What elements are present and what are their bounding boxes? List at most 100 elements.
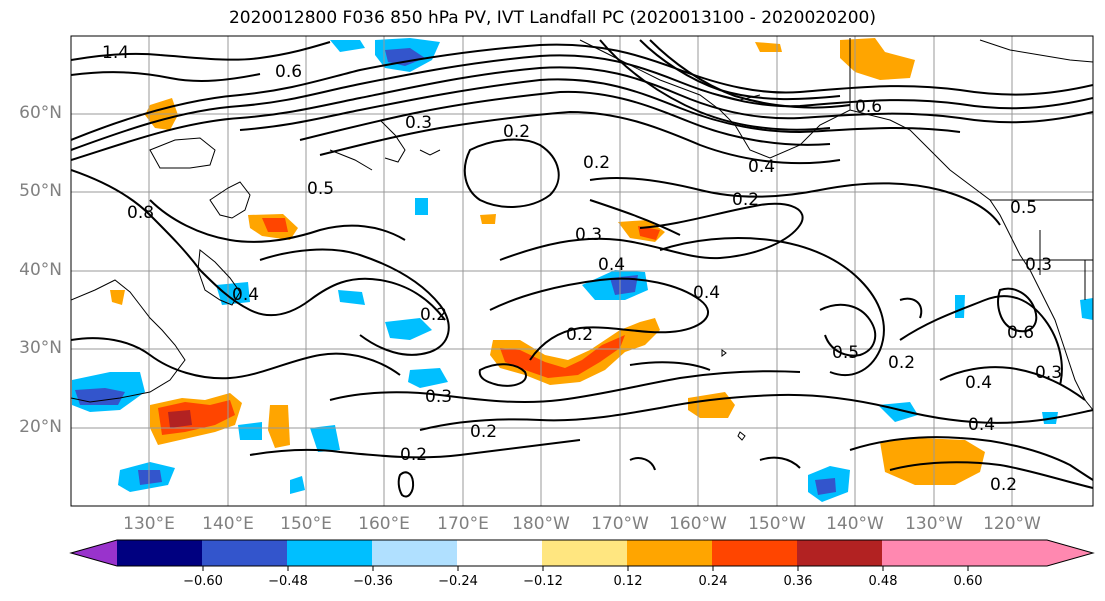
colorbar-segment	[542, 540, 628, 566]
lat-label: 40°N	[19, 260, 62, 280]
contour-label: 0.2	[470, 422, 497, 442]
negative-patch	[1080, 298, 1093, 320]
contour-label: 0.4	[598, 255, 625, 275]
lat-label: 50°N	[19, 181, 62, 201]
colorbar-segment	[202, 540, 288, 566]
contour-label: 0.6	[275, 62, 302, 82]
negative-patch	[138, 470, 162, 485]
lon-label: 130°W	[905, 514, 963, 534]
lon-label: 130°E	[123, 514, 175, 534]
colorbar-tick-label: 0.60	[953, 574, 983, 589]
negative-patch	[408, 368, 448, 388]
contour-label: 0.2	[420, 305, 447, 325]
contour-label: 0.3	[425, 387, 452, 407]
negative-patch	[610, 275, 638, 295]
contour-label: 0.2	[990, 475, 1017, 495]
contour-label: 0.3	[575, 225, 602, 245]
colorbar-tick-label: −0.36	[353, 574, 393, 589]
contour-label: 0.4	[693, 283, 720, 303]
lon-label: 150°E	[280, 514, 332, 534]
lon-label: 140°W	[826, 514, 884, 534]
negative-patch	[290, 476, 305, 494]
colorbar-segment	[797, 540, 883, 566]
pv-contours	[71, 39, 1093, 498]
contour-labels: 1.4 0.6 0.5 0.3 0.2 0.2 0.2 0.8 0.4 0.5 …	[102, 43, 1062, 495]
colorbar-segment	[712, 540, 798, 566]
contour-label: 0.5	[832, 343, 859, 363]
shading-layer	[72, 38, 1093, 502]
contour-label: 0.3	[405, 113, 432, 133]
contour-label: 0.2	[888, 353, 915, 373]
negative-patch	[385, 48, 425, 66]
colorbar	[69, 539, 1095, 571]
positive-patch	[638, 226, 660, 240]
negative-patch	[415, 198, 428, 215]
lon-label: 180°W	[512, 514, 570, 534]
contour-label: 0.2	[503, 122, 530, 142]
map-frame	[70, 35, 1094, 507]
negative-patch	[815, 478, 836, 495]
colorbar-segment	[287, 540, 373, 566]
colorbar-high-arrow	[967, 540, 1093, 566]
lon-label: 160°E	[358, 514, 410, 534]
negative-patch	[75, 388, 125, 405]
colorbar-tick-label: 0.12	[613, 574, 643, 589]
contour-label: 0.8	[127, 203, 154, 223]
contour-label: 1.4	[102, 43, 129, 63]
colorbar-low-arrow	[71, 540, 117, 566]
lon-label: 120°W	[983, 514, 1041, 534]
positive-patch	[755, 42, 782, 52]
negative-patch	[955, 295, 965, 318]
negative-patch	[238, 422, 262, 440]
colorbar-segment	[882, 540, 968, 566]
colorbar-tick-label: −0.24	[438, 574, 478, 589]
lat-label: 60°N	[19, 103, 62, 123]
contour-label: 0.4	[232, 285, 259, 305]
positive-patch	[168, 410, 192, 428]
map-title: 2020012800 F036 850 hPa PV, IVT Landfall…	[228, 8, 876, 28]
lon-label: 160°W	[669, 514, 727, 534]
colorbar-tick-label: −0.48	[268, 574, 308, 589]
positive-patch	[262, 218, 288, 232]
contour-label: 0.2	[732, 190, 759, 210]
colorbar-tick-label: −0.60	[183, 574, 223, 589]
map-area: 1.4 0.6 0.5 0.3 0.2 0.2 0.2 0.8 0.4 0.5 …	[71, 36, 1093, 506]
colorbar-segment	[372, 540, 458, 566]
colorbar-segment	[117, 540, 203, 566]
contour-label: 0.6	[1007, 323, 1034, 343]
graticule	[71, 36, 1093, 506]
contour-label: 0.6	[855, 97, 882, 117]
lat-label: 30°N	[19, 338, 62, 358]
positive-patch	[500, 335, 625, 378]
contour-label: 0.4	[968, 415, 995, 435]
negative-patch	[338, 290, 365, 305]
positive-patch	[110, 290, 125, 305]
negative-patch	[216, 282, 250, 305]
negative-patch	[330, 40, 365, 52]
colorbar-segment	[457, 540, 543, 566]
contour-label: 0.2	[400, 445, 427, 465]
positive-patch	[880, 438, 985, 485]
contour-label: 0.5	[307, 179, 334, 199]
contour-label: 0.2	[583, 153, 610, 173]
negative-patch	[385, 318, 432, 340]
positive-patch	[840, 38, 915, 80]
colorbar-segment	[627, 540, 713, 566]
lon-label: 150°W	[748, 514, 806, 534]
colorbar-tick-label: 0.24	[698, 574, 728, 589]
contour-label: 0.3	[1035, 363, 1062, 383]
contour-label: 0.4	[748, 157, 775, 177]
positive-patch	[480, 214, 496, 224]
colorbar-tick-label: 0.48	[868, 574, 898, 589]
coastlines	[71, 38, 1093, 441]
contour-label: 0.4	[965, 373, 992, 393]
colorbar-outline	[69, 539, 1095, 567]
lon-label: 170°W	[591, 514, 649, 534]
contour-label: 0.5	[1010, 198, 1037, 218]
negative-patch	[310, 425, 340, 452]
lon-label: 140°E	[202, 514, 254, 534]
lon-label: 170°E	[437, 514, 489, 534]
contour-label: 0.2	[566, 325, 593, 345]
colorbar-tick-label: −0.12	[523, 574, 563, 589]
